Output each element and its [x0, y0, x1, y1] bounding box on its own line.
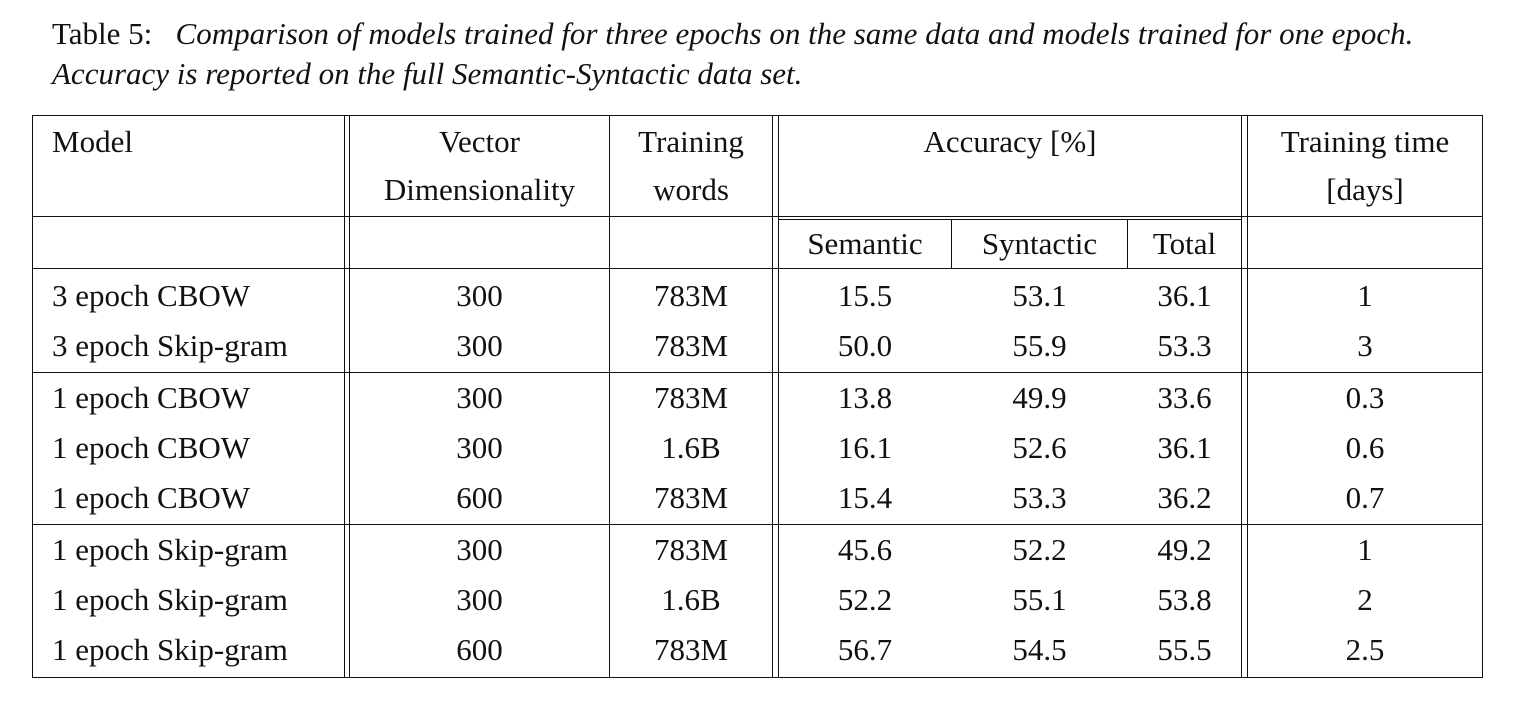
cell-total: 36.1 [1157, 430, 1212, 465]
left-border [32, 115, 33, 678]
cell-semantic: 16.1 [837, 430, 893, 465]
cell-total: 53.3 [1157, 328, 1212, 363]
cell-total: 36.1 [1157, 278, 1212, 313]
syntactic-total-rule [1127, 219, 1128, 269]
semantic-syntactic-rule [951, 219, 952, 269]
cell-total: 33.6 [1157, 380, 1212, 415]
cell-words: 1.6B [661, 430, 721, 465]
table-caption: Table 5: Comparison of models trained fo… [52, 14, 1472, 94]
cell-syntactic: 52.2 [1012, 532, 1067, 567]
header-training-line2: words [653, 172, 729, 207]
cell-semantic: 15.4 [837, 480, 893, 515]
cell-syntactic: 55.9 [1012, 328, 1067, 363]
group-rule-2 [32, 524, 1483, 525]
cell-time: 1 [1357, 532, 1373, 567]
header-time-line2: [days] [1326, 172, 1404, 207]
cell-dim: 300 [456, 278, 503, 313]
header-accuracy: Accuracy [%] [923, 124, 1097, 159]
cell-words: 783M [653, 380, 729, 415]
cell-words: 783M [653, 480, 729, 515]
cell-time: 0.3 [1345, 380, 1385, 415]
dim-words-rule [609, 115, 610, 678]
cell-model: 1 epoch CBOW [52, 380, 251, 415]
words-double-rule-b [778, 115, 779, 678]
cell-model: 1 epoch CBOW [52, 430, 251, 465]
right-border [1482, 115, 1483, 678]
cell-syntactic: 53.3 [1012, 480, 1067, 515]
table-top-border [32, 115, 1483, 116]
cell-time: 3 [1357, 328, 1373, 363]
header-vector-line2: Dimensionality [383, 172, 576, 207]
cell-semantic: 50.0 [837, 328, 893, 363]
cell-words: 783M [653, 632, 729, 667]
header-semantic: Semantic [807, 226, 923, 261]
cell-syntactic: 53.1 [1012, 278, 1067, 313]
group-rule-1 [32, 372, 1483, 373]
cell-dim: 300 [456, 582, 503, 617]
header-total: Total [1152, 226, 1217, 261]
caption-label: Table 5: [52, 16, 153, 51]
cell-dim: 300 [456, 380, 503, 415]
cell-model: 1 epoch Skip-gram [52, 632, 288, 667]
model-double-rule-b [349, 115, 350, 678]
cell-words: 783M [653, 532, 729, 567]
accuracy-double-rule-b [1247, 115, 1248, 678]
subheader-bottom-rule [32, 268, 1483, 269]
cell-dim: 300 [456, 430, 503, 465]
cell-time: 2.5 [1345, 632, 1385, 667]
model-double-rule-a [344, 115, 345, 678]
cell-total: 36.2 [1157, 480, 1212, 515]
cell-time: 0.6 [1345, 430, 1385, 465]
cell-total: 49.2 [1157, 532, 1212, 567]
cell-total: 55.5 [1157, 632, 1212, 667]
cell-dim: 600 [456, 480, 503, 515]
header-syntactic: Syntactic [981, 226, 1098, 261]
cell-total: 53.8 [1157, 582, 1212, 617]
cell-dim: 300 [456, 532, 503, 567]
header-training-line1: Training [638, 124, 744, 159]
cell-model: 3 epoch Skip-gram [52, 328, 288, 363]
header-vector-line1: Vector [439, 124, 520, 159]
cell-syntactic: 55.1 [1012, 582, 1067, 617]
cell-semantic: 13.8 [837, 380, 893, 415]
header-time-line1: Training time [1280, 124, 1450, 159]
header-bottom-rule [32, 216, 1483, 217]
accuracy-subheader-rule [778, 219, 1241, 220]
cell-time: 2 [1357, 582, 1373, 617]
cell-model: 1 epoch CBOW [52, 480, 251, 515]
accuracy-double-rule-a [1241, 115, 1242, 678]
words-double-rule-a [772, 115, 773, 678]
header-model: Model [52, 124, 133, 159]
caption-text: Comparison of models trained for three e… [52, 16, 1414, 91]
cell-model: 3 epoch CBOW [52, 278, 251, 313]
cell-words: 1.6B [661, 582, 721, 617]
table-bottom-border [32, 677, 1483, 678]
cell-model: 1 epoch Skip-gram [52, 532, 288, 567]
cell-semantic: 52.2 [837, 582, 893, 617]
cell-model: 1 epoch Skip-gram [52, 582, 288, 617]
cell-dim: 300 [456, 328, 503, 363]
cell-semantic: 45.6 [837, 532, 893, 567]
cell-time: 1 [1357, 278, 1373, 313]
cell-time: 0.7 [1345, 480, 1385, 515]
cell-dim: 600 [456, 632, 503, 667]
cell-syntactic: 52.6 [1012, 430, 1067, 465]
cell-semantic: 15.5 [837, 278, 893, 313]
cell-words: 783M [653, 328, 729, 363]
cell-syntactic: 49.9 [1012, 380, 1067, 415]
cell-semantic: 56.7 [837, 632, 893, 667]
cell-syntactic: 54.5 [1012, 632, 1067, 667]
cell-words: 783M [653, 278, 729, 313]
